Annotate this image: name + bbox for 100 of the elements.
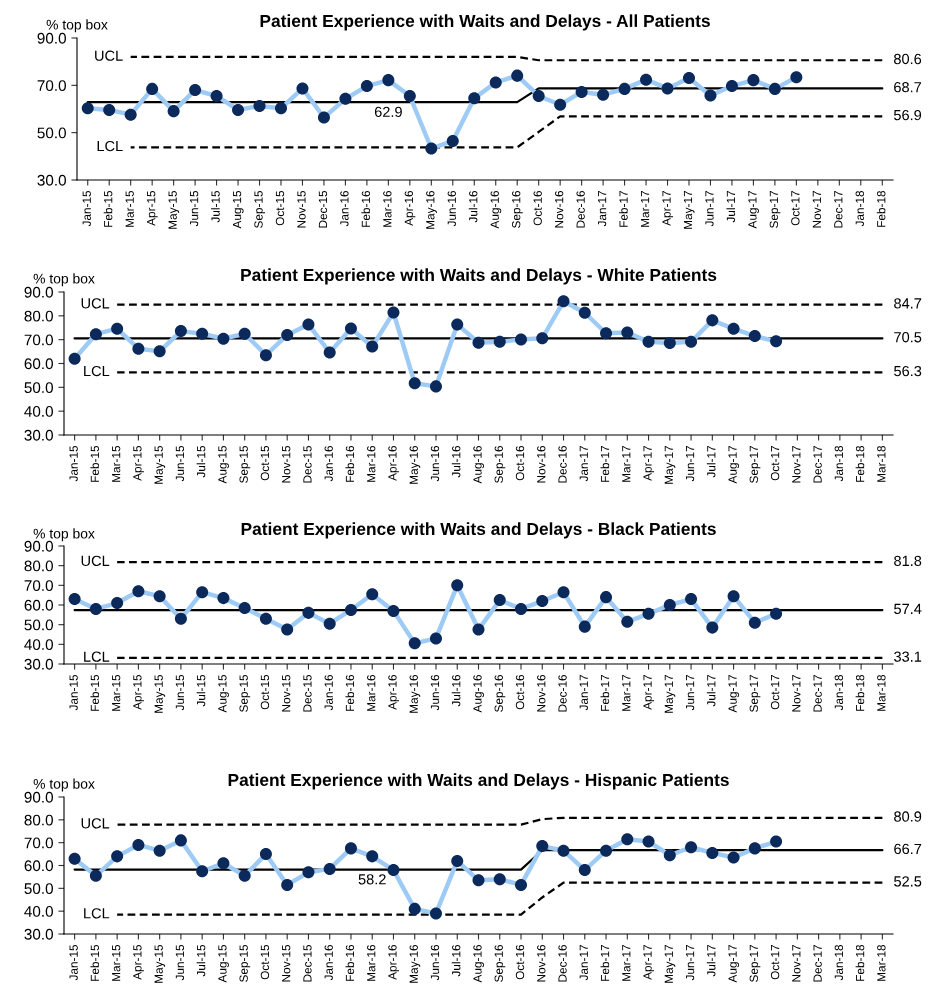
x-tick-label: Mar-16 [367, 674, 376, 711]
x-tick-label: Jun-15 [175, 445, 185, 482]
x-tick-label: Mar-15 [112, 944, 121, 981]
x-tick-label: Apr-15 [147, 190, 158, 226]
point [725, 80, 738, 93]
point [238, 327, 251, 340]
point [600, 327, 613, 340]
x-tick-label: Oct-16 [515, 445, 525, 481]
x-tick-label: Nov-17 [792, 446, 801, 483]
y-tick-label: 30.0 [24, 658, 53, 670]
point [232, 103, 245, 116]
y-tick-label: 80.0 [24, 814, 53, 826]
point [493, 873, 506, 886]
x-tick-label: Nov-16 [537, 674, 546, 712]
x-tick-label: Apr-15 [133, 944, 144, 980]
point [387, 864, 400, 877]
point [132, 342, 145, 355]
x-tick-label: Feb-15 [103, 190, 113, 227]
point [704, 89, 717, 102]
x-tick-label: Jul-15 [196, 944, 206, 977]
annotation: 58.2 [358, 874, 386, 885]
point [89, 869, 102, 882]
x-tick-label: Mar-16 [367, 944, 376, 981]
x-tick-label: Oct-15 [275, 190, 285, 226]
point [302, 866, 315, 879]
point [557, 844, 570, 857]
point [296, 82, 309, 95]
point [451, 318, 464, 331]
point [575, 85, 588, 98]
point [600, 591, 613, 604]
point [748, 330, 761, 343]
point [770, 335, 783, 348]
point [344, 603, 357, 616]
x-tick-label: Aug-16 [473, 944, 484, 983]
x-tick-label: Sep-15 [239, 445, 251, 483]
y-tick-label: 30.0 [37, 174, 66, 186]
point [768, 82, 781, 95]
point [451, 854, 464, 867]
x-tick-label: Jan-15 [69, 944, 78, 981]
point [642, 607, 655, 620]
point [339, 92, 352, 105]
point [493, 594, 506, 607]
point [682, 71, 696, 85]
annotation: 70.5 [894, 332, 922, 343]
point [706, 621, 719, 634]
x-tick-label: Mar-17 [640, 191, 650, 227]
point [515, 333, 528, 346]
point [536, 840, 549, 853]
x-tick-label: May-15 [154, 674, 166, 713]
point [68, 352, 81, 365]
point [366, 588, 379, 601]
x-tick-label: May-16 [409, 944, 421, 983]
point [366, 340, 379, 353]
x-tick-label: Apr-17 [662, 191, 674, 226]
x-tick-label: Jul-17 [706, 446, 716, 478]
y-tick-label: 60.0 [24, 358, 53, 370]
point [317, 111, 330, 124]
x-tick-label: Sep-16 [494, 445, 506, 483]
x-tick-label: Nov-17 [792, 945, 801, 982]
x-tick-label: Jun-17 [705, 191, 714, 227]
annotation: 81.8 [894, 555, 922, 567]
point [663, 598, 676, 612]
point [790, 71, 803, 84]
point [281, 623, 294, 636]
y-tick-label: 90.0 [24, 540, 53, 552]
point [238, 601, 251, 614]
x-tick-label: Oct-16 [515, 944, 525, 980]
x-tick-label: May-16 [426, 190, 437, 229]
point [408, 902, 421, 915]
point [429, 380, 442, 393]
x-tick-label: Mar-15 [125, 190, 134, 227]
y-tick-label: 50.0 [24, 883, 53, 895]
point [747, 74, 760, 87]
point [360, 80, 373, 93]
point [468, 92, 481, 105]
point [511, 69, 524, 82]
annotation: 80.9 [894, 811, 922, 822]
series-label: LCL [97, 140, 123, 152]
x-tick-label: Mar-17 [622, 675, 631, 711]
point [618, 82, 631, 95]
point [685, 335, 698, 348]
x-tick-label: May-16 [409, 445, 421, 484]
y-tick-label: 80.0 [24, 310, 53, 322]
x-tick-label: Oct-17 [770, 675, 780, 710]
point [196, 327, 209, 340]
x-tick-label: Jun-15 [175, 674, 185, 711]
x-tick-label: Jul-15 [196, 445, 206, 478]
x-tick-label: Jan-17 [579, 675, 588, 711]
x-tick-label: Jun-17 [686, 675, 695, 711]
x-tick-label: Apr-15 [133, 445, 144, 481]
y-tick-label: 60.0 [24, 860, 53, 872]
x-tick-label: Jan-15 [82, 190, 91, 227]
point [302, 606, 315, 619]
x-tick-label: Apr-17 [643, 446, 655, 481]
y-tick-label: 40.0 [24, 906, 53, 917]
x-tick-label: Jun-15 [175, 944, 185, 981]
x-tick-label: Jun-16 [430, 445, 440, 482]
x-tick-label: Feb-15 [90, 445, 100, 482]
annotation: 33.1 [894, 651, 922, 662]
x-tick-label: Apr-16 [388, 445, 399, 481]
